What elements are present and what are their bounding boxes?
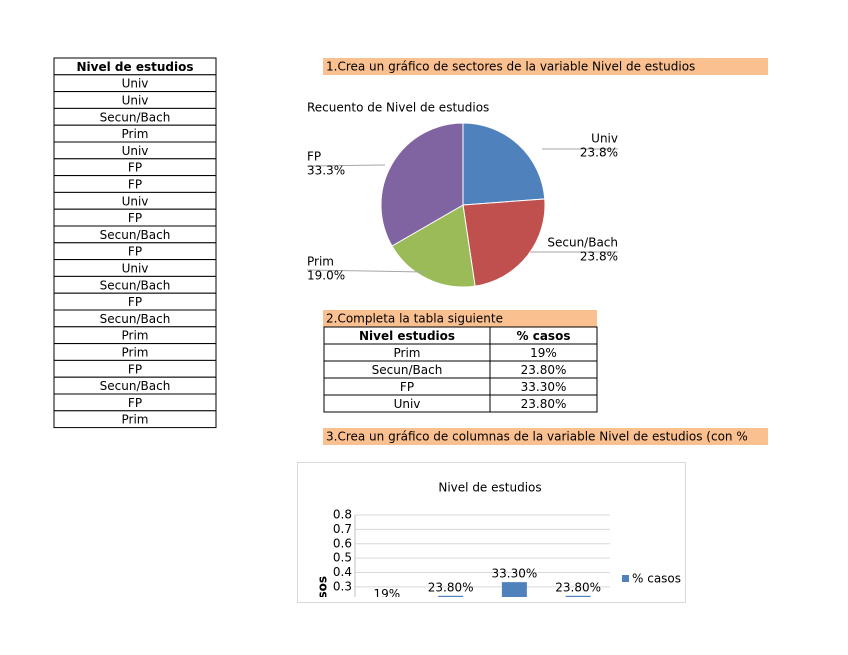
- pie-value-label: 19.0%: [307, 269, 345, 283]
- table-header: Nivel estudios: [359, 329, 455, 343]
- table-cell-text: Univ: [122, 194, 149, 208]
- legend-swatch: [622, 575, 629, 582]
- table-cell-text: Univ: [122, 144, 149, 158]
- legend-label: % casos: [632, 572, 681, 586]
- table-cell-text: 23.80%: [521, 363, 567, 377]
- y-tick-label: 0.5: [333, 551, 352, 565]
- data-label: 23.80%: [555, 580, 601, 594]
- table-header: % casos: [517, 329, 571, 343]
- y-axis-title: % casos: [316, 576, 330, 630]
- leader-line: [306, 269, 426, 273]
- chart-title: Recuento de Nivel de estudios: [307, 101, 489, 115]
- task-banner: [323, 310, 597, 327]
- table-cell-text: Secun/Bach: [372, 363, 443, 377]
- pie-slice: [462, 198, 546, 287]
- table-cell-text: Secun/Bach: [100, 278, 171, 292]
- bar: [565, 595, 591, 597]
- pie-label: Univ: [591, 132, 618, 146]
- pie-label: Secun/Bach: [547, 236, 618, 250]
- table-cell-text: Univ: [122, 262, 149, 276]
- table-cell-text: FP: [128, 178, 142, 192]
- task-banner: [323, 428, 768, 445]
- task-text: 2.Completa la tabla siguiente: [326, 312, 503, 326]
- table-cell-text: Prim: [122, 413, 149, 427]
- table-cell-text: FP: [128, 245, 142, 259]
- task-text: 3.Crea un gráfico de columnas de la vari…: [326, 430, 748, 444]
- y-tick-label: 0.6: [333, 536, 352, 550]
- bar: [438, 595, 464, 597]
- bar: [501, 582, 527, 597]
- table-cell: [489, 394, 598, 413]
- table-cell-text: Secun/Bach: [100, 228, 171, 242]
- data-label: 19%: [374, 587, 401, 601]
- table-cell-text: Prim: [122, 329, 149, 343]
- pie-slice: [380, 122, 464, 247]
- pie-value-label: 33.3%: [307, 164, 345, 178]
- table-cell-text: 23.80%: [521, 397, 567, 411]
- table-cell-text: FP: [400, 380, 414, 394]
- table-header: Nivel de estudios: [77, 60, 194, 74]
- table-cell-text: FP: [128, 295, 142, 309]
- table-cell-text: Secun/Bach: [100, 110, 171, 124]
- task-text: 1.Crea un gráfico de sectores de la vari…: [326, 60, 695, 74]
- table-cell-text: Prim: [122, 346, 149, 360]
- bar: [374, 603, 399, 630]
- y-tick-label: 0.4: [333, 565, 352, 579]
- data-label: 23.80%: [428, 580, 474, 594]
- pie-value-label: 23.8%: [580, 146, 618, 160]
- table-cell-text: Prim: [394, 346, 421, 360]
- chart-panel: [297, 462, 686, 603]
- pie-label: Prim: [307, 255, 334, 269]
- chart-area: Nivel de estudios 0.30.40.50.60.70.8 % cas…: [316, 481, 681, 630]
- task-banner: [323, 58, 768, 75]
- y-tick-label: 0.8: [333, 508, 352, 522]
- table-cell-text: Secun/Bach: [100, 312, 171, 326]
- table-cell-text: Prim: [122, 127, 149, 141]
- table-cell-text: 33.30%: [521, 380, 567, 394]
- table-cell-text: FP: [128, 161, 142, 175]
- table-cell-text: Univ: [122, 94, 149, 108]
- y-tick-label: 0.3: [333, 579, 352, 593]
- data-label: 33.30%: [491, 567, 537, 581]
- table-cell-text: FP: [128, 362, 142, 376]
- table-cell-text: Univ: [122, 77, 149, 91]
- leader-line: [306, 164, 386, 167]
- pie-slice: [462, 122, 546, 206]
- table-cell-text: Univ: [394, 397, 421, 411]
- table-cell-text: FP: [128, 396, 142, 410]
- y-tick-label: 0.7: [333, 522, 352, 536]
- table-cell-text: 19%: [530, 346, 557, 360]
- table-cell: [53, 410, 217, 429]
- table-cell-text: Secun/Bach: [100, 379, 171, 393]
- chart-title: Nivel de estudios: [438, 481, 541, 495]
- pie-label: FP: [307, 150, 321, 164]
- table-cell-text: FP: [128, 211, 142, 225]
- pie-value-label: 23.8%: [580, 250, 618, 264]
- pie-slice: [391, 204, 476, 288]
